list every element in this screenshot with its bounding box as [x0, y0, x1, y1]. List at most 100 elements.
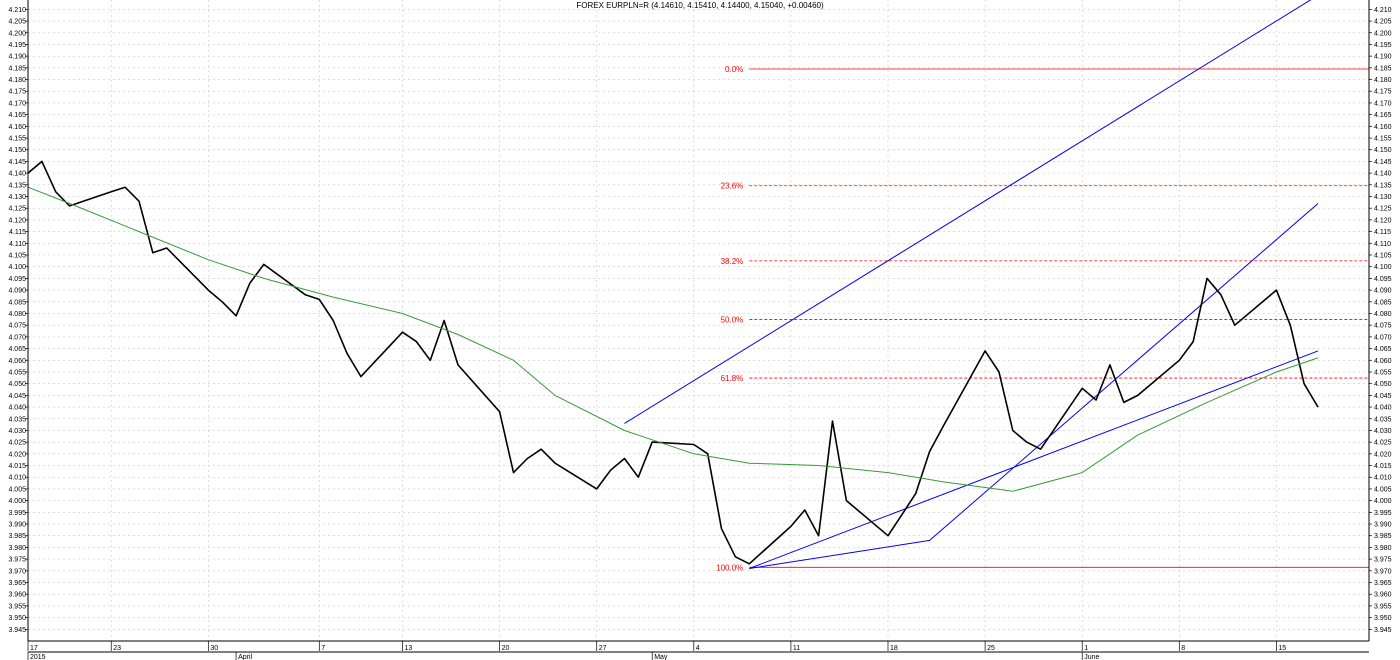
y-tick-label-left: 4.090	[8, 288, 26, 295]
y-tick-label-right: 3.970	[1374, 568, 1392, 575]
y-tick-label-left: 4.005	[8, 486, 26, 493]
y-tick-label-right: 4.050	[1374, 381, 1392, 388]
y-tick-label-right: 4.085	[1374, 299, 1392, 306]
y-tick-label-left: 4.080	[8, 311, 26, 318]
fib-level-label: 0.0%	[725, 65, 743, 74]
y-tick-label-left: 4.180	[8, 77, 26, 84]
x-day-label: 17	[30, 645, 38, 652]
y-tick-label-left: 4.165	[8, 112, 26, 119]
y-tick-label-right: 4.175	[1374, 89, 1392, 96]
y-tick-label-right: 4.165	[1374, 112, 1392, 119]
y-tick-label-right: 4.055	[1374, 369, 1392, 376]
y-tick-label-left: 4.140	[8, 171, 26, 178]
y-tick-label-right: 4.120	[1374, 217, 1392, 224]
y-tick-label-left: 4.160	[8, 124, 26, 131]
y-tick-label-left: 4.035	[8, 416, 26, 423]
y-tick-label-right: 4.000	[1374, 498, 1392, 505]
fib-level-label: 23.6%	[721, 182, 744, 191]
y-tick-label-right: 4.070	[1374, 334, 1392, 341]
x-day-label: 18	[890, 645, 898, 652]
y-tick-label-right: 4.210	[1374, 7, 1392, 14]
x-day-label: 15	[1278, 645, 1286, 652]
y-tick-label-left: 4.075	[8, 323, 26, 330]
y-tick-label-right: 4.005	[1374, 486, 1392, 493]
x-day-label: 13	[405, 645, 413, 652]
y-tick-label-left: 4.210	[8, 7, 26, 14]
x-period-label: April	[238, 654, 252, 660]
y-tick-label-right: 3.965	[1374, 580, 1392, 587]
y-tick-label-left: 4.045	[8, 393, 26, 400]
y-tick-label-right: 3.995	[1374, 510, 1392, 517]
y-tick-label-left: 4.095	[8, 276, 26, 283]
y-tick-label-right: 3.960	[1374, 592, 1392, 599]
y-tick-label-right: 4.130	[1374, 194, 1392, 201]
y-tick-label-left: 3.950	[8, 615, 26, 622]
y-tick-label-right: 4.090	[1374, 288, 1392, 295]
y-tick-label-right: 4.015	[1374, 463, 1392, 470]
y-tick-label-right: 4.045	[1374, 393, 1392, 400]
y-tick-label-left: 4.020	[8, 451, 26, 458]
y-tick-label-left: 4.200	[8, 30, 26, 37]
y-tick-label-left: 4.170	[8, 100, 26, 107]
y-tick-label-right: 4.150	[1374, 147, 1392, 154]
y-tick-label-right: 3.975	[1374, 557, 1392, 564]
y-tick-label-right: 4.100	[1374, 264, 1392, 271]
y-tick-label-left: 4.025	[8, 440, 26, 447]
y-tick-label-right: 4.135	[1374, 182, 1392, 189]
y-tick-label-right: 4.185	[1374, 65, 1392, 72]
y-tick-label-left: 4.015	[8, 463, 26, 470]
y-tick-label-right: 3.990	[1374, 522, 1392, 529]
y-tick-label-left: 4.115	[9, 229, 26, 236]
y-tick-label-right: 4.035	[1374, 416, 1392, 423]
y-tick-label-left: 3.970	[8, 568, 26, 575]
fib-level-label: 50.0%	[721, 316, 744, 325]
y-tick-label-left: 4.050	[8, 381, 26, 388]
y-tick-label-right: 4.180	[1374, 77, 1392, 84]
x-period-label: June	[1084, 654, 1099, 660]
x-day-label: 23	[113, 645, 121, 652]
y-tick-label-right: 4.115	[1374, 229, 1391, 236]
y-tick-label-right: 4.200	[1374, 30, 1392, 37]
y-tick-label-left: 3.965	[8, 580, 26, 587]
x-day-label: 7	[321, 645, 325, 652]
y-tick-label-left: 4.185	[8, 65, 26, 72]
y-tick-label-left: 4.145	[8, 159, 26, 166]
y-tick-label-left: 4.205	[8, 19, 26, 26]
y-tick-label-left: 3.980	[8, 545, 26, 552]
y-tick-label-left: 4.125	[8, 206, 26, 213]
y-tick-label-left: 4.105	[8, 252, 26, 259]
y-tick-label-right: 4.075	[1374, 323, 1392, 330]
x-day-label: 20	[502, 645, 510, 652]
y-tick-label-right: 3.985	[1374, 533, 1392, 540]
y-tick-label-right: 4.065	[1374, 346, 1392, 353]
y-tick-label-right: 4.145	[1374, 159, 1392, 166]
y-tick-label-right: 4.190	[1374, 54, 1392, 61]
x-day-label: 11	[793, 645, 800, 652]
y-tick-label-left: 4.065	[8, 346, 26, 353]
y-tick-label-right: 4.140	[1374, 171, 1392, 178]
y-tick-label-right: 4.205	[1374, 19, 1392, 26]
fib-level-label: 100.0%	[716, 563, 743, 572]
y-tick-label-right: 4.125	[1374, 206, 1392, 213]
y-tick-label-left: 3.985	[8, 533, 26, 540]
x-day-label: 4	[696, 645, 700, 652]
y-tick-label-left: 3.995	[8, 510, 26, 517]
y-tick-label-right: 3.955	[1374, 603, 1392, 610]
y-tick-label-left: 3.975	[8, 557, 26, 564]
x-day-label: 8	[1181, 645, 1185, 652]
y-tick-label-left: 4.175	[8, 89, 26, 96]
y-tick-label-left: 4.010	[8, 475, 26, 482]
y-tick-label-left: 4.150	[8, 147, 26, 154]
y-tick-label-left: 4.060	[8, 358, 26, 365]
x-day-label: 27	[599, 645, 607, 652]
y-tick-label-left: 4.110	[9, 241, 26, 248]
y-tick-label-left: 4.070	[8, 334, 26, 341]
y-tick-label-left: 3.960	[8, 592, 26, 599]
y-tick-label-right: 4.195	[1374, 42, 1392, 49]
y-tick-label-right: 4.080	[1374, 311, 1392, 318]
y-tick-label-right: 3.945	[1374, 627, 1392, 634]
x-day-label: 1	[1084, 645, 1088, 652]
x-period-label: 2015	[30, 654, 46, 660]
y-tick-label-left: 4.120	[8, 217, 26, 224]
